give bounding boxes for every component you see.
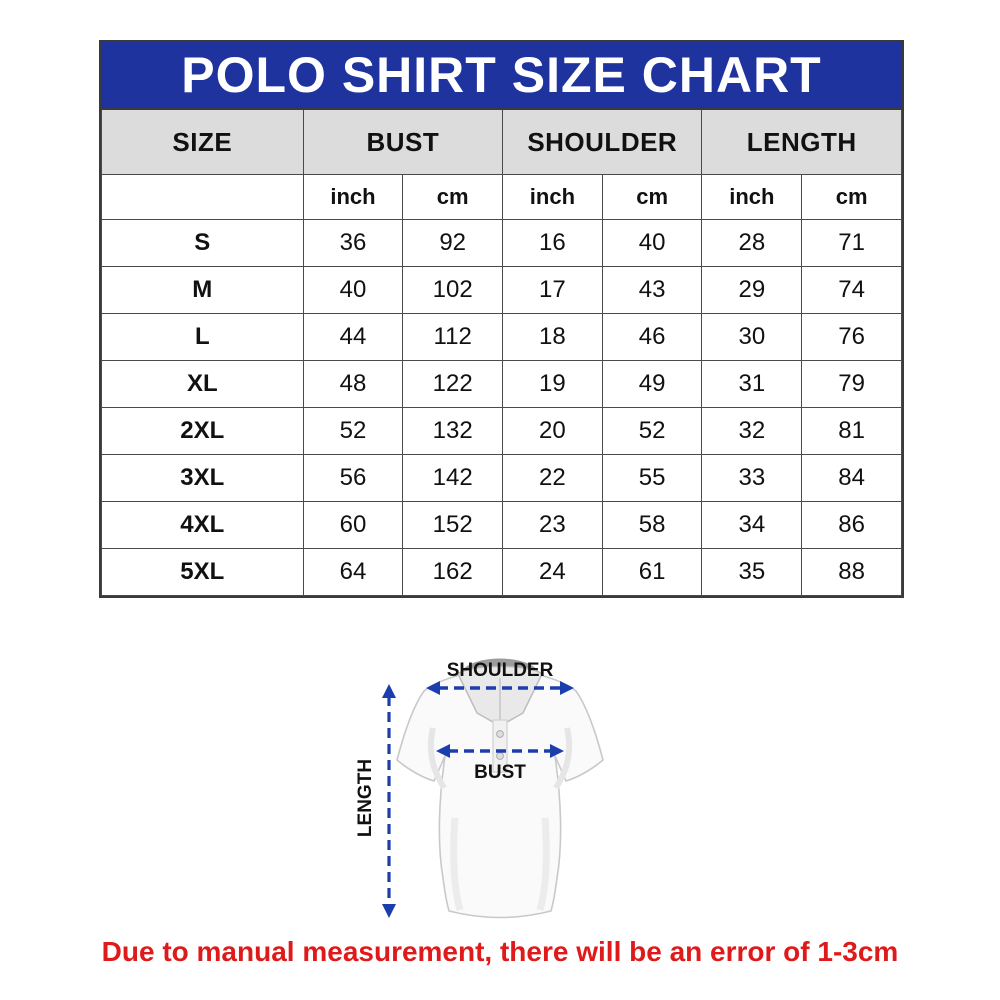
value-cell: 81 — [801, 407, 902, 455]
value-cell: 40 — [601, 219, 703, 267]
value-cell: 23 — [502, 501, 603, 549]
value-cell: 64 — [302, 548, 404, 596]
shirt-button — [496, 730, 504, 738]
value-cell: 22 — [502, 454, 603, 502]
value-cell: 74 — [801, 266, 902, 314]
shirt-button — [496, 752, 504, 760]
value-cell: 46 — [601, 313, 703, 361]
size-cell: L — [101, 313, 304, 361]
value-cell: 32 — [701, 407, 803, 455]
shirt-shading — [553, 727, 573, 790]
column-group-header-row: SIZE BUST SHOULDER LENGTH — [101, 108, 902, 175]
page-title: POLO SHIRT SIZE CHART — [181, 47, 822, 103]
value-cell: 16 — [502, 219, 603, 267]
size-cell: M — [101, 266, 304, 314]
value-cell: 92 — [402, 219, 504, 267]
measurement-error-note: Due to manual measurement, there will be… — [101, 936, 899, 967]
unit-header-shoulder-cm: cm — [601, 174, 703, 220]
unit-header-shoulder-inch: inch — [502, 174, 603, 220]
unit-header-row: inch cm inch cm inch cm — [101, 174, 902, 220]
value-cell: 79 — [801, 360, 902, 408]
value-cell: 24 — [502, 548, 603, 596]
size-cell: 4XL — [101, 501, 304, 549]
value-cell: 40 — [302, 266, 404, 314]
value-cell: 142 — [402, 454, 504, 502]
value-cell: 30 — [701, 313, 803, 361]
measurement-diagram: SHOULDER BUST LENGTH — [355, 658, 604, 919]
table-row: 2XL 52 132 20 52 32 81 — [101, 407, 902, 455]
value-cell: 71 — [801, 219, 902, 267]
value-cell: 48 — [302, 360, 404, 408]
value-cell: 162 — [402, 548, 504, 596]
value-cell: 31 — [701, 360, 803, 408]
value-cell: 36 — [302, 219, 404, 267]
value-cell: 33 — [701, 454, 803, 502]
value-cell: 61 — [601, 548, 703, 596]
value-cell: 52 — [302, 407, 404, 455]
bust-label: BUST — [474, 762, 526, 783]
value-cell: 20 — [502, 407, 603, 455]
table-row: M 40 102 17 43 29 74 — [101, 266, 902, 314]
shoulder-measure-arrow-icon — [426, 681, 574, 695]
bust-measure-arrow-icon — [436, 744, 564, 758]
value-cell: 55 — [601, 454, 703, 502]
value-cell: 19 — [502, 360, 603, 408]
value-cell: 44 — [302, 313, 404, 361]
size-table: SIZE BUST SHOULDER LENGTH inch cm inch c… — [101, 108, 902, 596]
shirt-shading — [536, 817, 550, 911]
table-row: 5XL 64 162 24 61 35 88 — [101, 548, 902, 596]
unit-header-bust-inch: inch — [302, 174, 404, 220]
table-row: S 36 92 16 40 28 71 — [101, 219, 902, 267]
value-cell: 28 — [701, 219, 803, 267]
value-cell: 18 — [502, 313, 603, 361]
unit-empty-cell — [101, 174, 304, 220]
chart-title-bar: POLO SHIRT SIZE CHART — [101, 42, 902, 108]
value-cell: 35 — [701, 548, 803, 596]
size-cell: 2XL — [101, 407, 304, 455]
value-cell: 49 — [601, 360, 703, 408]
polo-shirt-graphic — [396, 658, 604, 919]
value-cell: 43 — [601, 266, 703, 314]
value-cell: 112 — [402, 313, 504, 361]
value-cell: 132 — [402, 407, 504, 455]
value-cell: 152 — [402, 501, 504, 549]
unit-header-bust-cm: cm — [402, 174, 504, 220]
col-header-shoulder: SHOULDER — [502, 108, 703, 175]
value-cell: 86 — [801, 501, 902, 549]
table-row: L 44 112 18 46 30 76 — [101, 313, 902, 361]
unit-header-length-inch: inch — [701, 174, 803, 220]
value-cell: 29 — [701, 266, 803, 314]
value-cell: 58 — [601, 501, 703, 549]
col-header-bust: BUST — [302, 108, 504, 175]
length-measure-arrow-icon — [382, 684, 396, 918]
shoulder-label: SHOULDER — [447, 660, 554, 681]
value-cell: 56 — [302, 454, 404, 502]
table-row: 4XL 60 152 23 58 34 86 — [101, 501, 902, 549]
table-row: 3XL 56 142 22 55 33 84 — [101, 454, 902, 502]
size-chart-table-container: POLO SHIRT SIZE CHART SIZE BUST SHOULDER… — [99, 40, 904, 598]
shirt-shading — [450, 817, 464, 911]
value-cell: 102 — [402, 266, 504, 314]
value-cell: 34 — [701, 501, 803, 549]
value-cell: 60 — [302, 501, 404, 549]
col-header-size: SIZE — [101, 108, 304, 175]
value-cell: 76 — [801, 313, 902, 361]
shirt-body-shape — [396, 673, 604, 919]
size-cell: S — [101, 219, 304, 267]
length-label: LENGTH — [355, 759, 376, 837]
value-cell: 17 — [502, 266, 603, 314]
shirt-shading — [427, 727, 447, 790]
value-cell: 122 — [402, 360, 504, 408]
size-cell: 5XL — [101, 548, 304, 596]
value-cell: 84 — [801, 454, 902, 502]
col-header-length: LENGTH — [701, 108, 902, 175]
table-row: XL 48 122 19 49 31 79 — [101, 360, 902, 408]
size-cell: 3XL — [101, 454, 304, 502]
value-cell: 88 — [801, 548, 902, 596]
value-cell: 52 — [601, 407, 703, 455]
size-cell: XL — [101, 360, 304, 408]
unit-header-length-cm: cm — [801, 174, 902, 220]
